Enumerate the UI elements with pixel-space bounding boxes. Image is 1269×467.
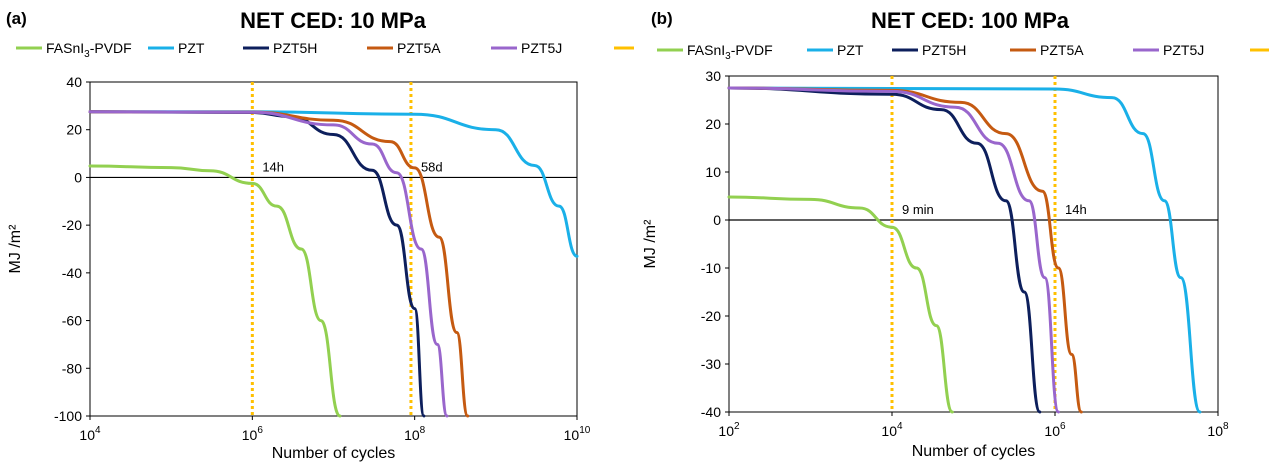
- legend-label: PZT: [837, 42, 864, 58]
- x-tick-label: 108: [1207, 421, 1229, 439]
- series-line: [88, 164, 342, 418]
- annotation-label: 9 min: [902, 202, 934, 217]
- y-tick-label: -30: [701, 356, 721, 372]
- panel-label: (b): [651, 9, 673, 28]
- annotation-label: 14h: [262, 159, 284, 174]
- y-tick-label: 0: [74, 169, 82, 185]
- x-tick-label: 108: [404, 425, 426, 443]
- legend: FASnI3-PVDF PZT PZT5H PZT5A PZT5J Time at20 H…: [16, 29, 690, 63]
- legend-item: PZT: [807, 42, 864, 58]
- legend-item: PZT5J: [1133, 42, 1204, 58]
- y-tick-label: 40: [66, 74, 82, 90]
- chart-panel-b: (b) NET CED: 100 MPa FASnI3-PVDF PZT PZT5H PZ…: [635, 0, 1269, 462]
- x-tick-label: 106: [1044, 421, 1066, 439]
- legend-item: PZT5J: [491, 40, 562, 56]
- x-tick-label: 104: [881, 421, 903, 439]
- legend-item: FASnI3-PVDF: [16, 40, 132, 60]
- legend-label: PZT5H: [273, 40, 317, 56]
- x-tick-label: 102: [718, 421, 740, 439]
- legend-item: PZT5H: [243, 40, 317, 56]
- y-tick-label: 10: [705, 164, 721, 180]
- chart-title: NET CED: 100 MPa: [871, 8, 1070, 33]
- series-line: [88, 110, 449, 418]
- y-tick-label: -20: [62, 217, 82, 233]
- annotation-label: 14h: [1065, 202, 1087, 217]
- legend-label: FASnI3-PVDF: [687, 42, 773, 62]
- y-tick-label: 0: [713, 212, 721, 228]
- legend-label: PZT: [178, 40, 205, 56]
- y-tick-label: -100: [54, 408, 82, 424]
- legend-label: PZT5A: [397, 40, 441, 56]
- legend-item: PZT5H: [892, 42, 966, 58]
- series-line: [727, 86, 1060, 414]
- x-axis-title: Number of cycles: [272, 445, 396, 462]
- plot-area: [89, 81, 578, 417]
- y-tick-label: 20: [705, 116, 721, 132]
- y-axis-title: MJ /m²: [642, 219, 659, 269]
- y-tick-label: -10: [701, 260, 721, 276]
- x-tick-label: 106: [242, 425, 264, 443]
- chart-b-svg: (b) NET CED: 100 MPa FASnI3-PVDF PZT PZT5H PZ…: [642, 8, 1269, 460]
- chart-panel-a: (a) NET CED: 10 MPa FASnI3-PVDF PZT PZT5H PZT…: [0, 0, 690, 462]
- legend-label: PZT5J: [521, 40, 562, 56]
- legend: FASnI3-PVDF PZT PZT5H PZT5A PZT5J Time at20 H…: [657, 42, 1269, 62]
- plot-area: [728, 75, 1219, 413]
- legend-item: PZT5A: [367, 40, 441, 56]
- x-axis-title: Number of cycles: [912, 443, 1036, 460]
- y-tick-label: 30: [705, 68, 721, 84]
- legend-label: PZT5H: [922, 42, 966, 58]
- y-tick-label: -80: [62, 360, 82, 376]
- legend-item: Time at20 Hz: [614, 29, 690, 63]
- legend-label: PZT5J: [1163, 42, 1204, 58]
- legend-item: PZT: [148, 40, 205, 56]
- chart-a-svg: (a) NET CED: 10 MPa FASnI3-PVDF PZT PZT5H PZT…: [6, 8, 690, 462]
- legend-label: FASnI3-PVDF: [46, 40, 132, 60]
- panel-label: (a): [6, 9, 27, 28]
- chart-title: NET CED: 10 MPa: [240, 8, 427, 33]
- y-tick-label: -60: [62, 313, 82, 329]
- series-line: [727, 195, 954, 414]
- legend-item: PZT5A: [1010, 42, 1084, 58]
- series-line: [88, 110, 426, 418]
- series-line: [727, 86, 1042, 414]
- legend-label: PZT5A: [1040, 42, 1084, 58]
- y-tick-label: -20: [701, 308, 721, 324]
- legend-item: FASnI3-PVDF: [657, 42, 773, 62]
- x-tick-label: 1010: [564, 425, 591, 443]
- y-axis-title: MJ /m²: [7, 224, 24, 274]
- x-tick-label: 104: [79, 425, 101, 443]
- annotation-label: 58d: [421, 159, 443, 174]
- y-tick-label: -40: [701, 404, 721, 420]
- y-tick-label: -40: [62, 265, 82, 281]
- y-tick-label: 20: [66, 122, 82, 138]
- series-line: [727, 86, 1202, 414]
- legend-item: Time at20 Hz: [1250, 48, 1269, 52]
